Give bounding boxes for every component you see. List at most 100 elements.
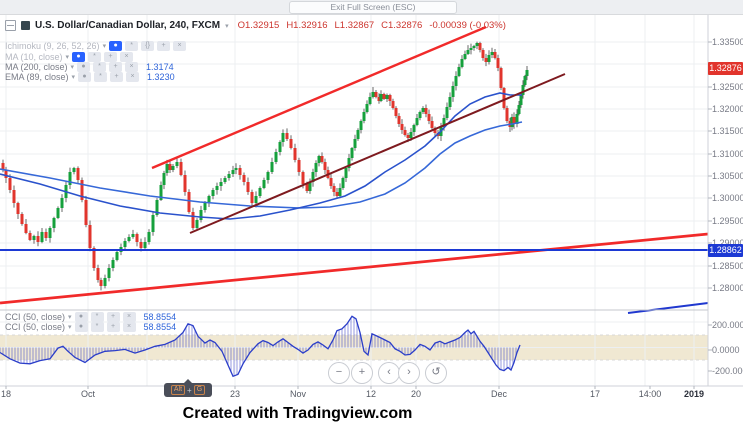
cci-axis-label: -200.0000 bbox=[712, 366, 743, 376]
ma200-line bbox=[0, 121, 523, 209]
scroll-right-button[interactable]: › bbox=[398, 362, 420, 384]
chevron-down-icon[interactable]: ▾ bbox=[70, 63, 75, 71]
add-icon[interactable]: + bbox=[110, 71, 124, 82]
chevron-down-icon[interactable]: ▾ bbox=[225, 22, 229, 30]
indicator-label: Ichimoku (9, 26, 52, 26) bbox=[5, 40, 100, 51]
indicator-row-ma200[interactable]: MA (200, close) ▾ ● * + × 1.3174 bbox=[5, 61, 174, 72]
price-axis-label: 1.32500 bbox=[712, 82, 743, 92]
source-code-icon[interactable]: {} bbox=[141, 40, 155, 51]
top-bar: Exit Full Screen (ESC) bbox=[0, 0, 743, 15]
chevron-down-icon[interactable]: ▾ bbox=[68, 323, 72, 331]
price-axis-label: 1.30500 bbox=[712, 171, 743, 181]
indicator-label: CCI (50, close) bbox=[5, 311, 66, 322]
open-value: O1.32915 bbox=[237, 20, 280, 31]
add-icon[interactable]: + bbox=[106, 321, 120, 332]
price-axis-label: 1.28500 bbox=[712, 261, 743, 271]
indicator-label: EMA (89, close) bbox=[5, 71, 69, 82]
eye-icon[interactable]: ● bbox=[74, 311, 88, 322]
ohlc-values: O1.32915 H1.32916 L1.32867 C1.32876 -0.00039… bbox=[238, 20, 513, 31]
lower_blue_trendline[interactable] bbox=[627, 302, 709, 314]
high-value: H1.32916 bbox=[286, 20, 328, 31]
gear-icon[interactable]: * bbox=[94, 71, 108, 82]
change-value: -0.00039 (-0.03%) bbox=[429, 20, 506, 31]
zoom-out-button[interactable]: − bbox=[328, 362, 350, 384]
indicator-row-ma10[interactable]: MA (10, close) ▾ ● * + × bbox=[5, 51, 134, 62]
gear-icon[interactable]: * bbox=[125, 40, 139, 51]
channel_top[interactable] bbox=[151, 25, 487, 170]
gear-icon[interactable]: * bbox=[88, 51, 102, 62]
zoom-in-button[interactable]: + bbox=[351, 362, 373, 384]
support_trendline[interactable] bbox=[0, 232, 709, 305]
last-price-label: 1.32876 bbox=[708, 62, 743, 75]
close-icon[interactable]: × bbox=[122, 321, 136, 332]
close-icon[interactable]: × bbox=[122, 311, 136, 322]
time-axis-label: 20 bbox=[410, 389, 422, 399]
channel_bottom[interactable] bbox=[189, 73, 566, 234]
add-icon[interactable]: + bbox=[106, 311, 120, 322]
price-axis-label: 1.30000 bbox=[712, 193, 743, 203]
indicator-label: MA (10, close) bbox=[5, 51, 63, 62]
plus-sign: + bbox=[187, 385, 192, 395]
indicator-value: 58.8554 bbox=[143, 321, 177, 332]
close-icon[interactable]: × bbox=[173, 40, 187, 51]
time-axis-label: 23 bbox=[229, 389, 241, 399]
eye-icon[interactable]: ● bbox=[78, 71, 92, 82]
price-axis-label: 1.29000 bbox=[712, 238, 743, 248]
symbol-title[interactable]: U.S. Dollar/Canadian Dollar, 240, FXCM bbox=[35, 20, 221, 31]
ema89-line bbox=[0, 92, 522, 220]
chevron-down-icon[interactable]: ▾ bbox=[65, 53, 70, 61]
eye-icon[interactable]: ● bbox=[72, 51, 86, 62]
gear-icon[interactable]: * bbox=[93, 61, 107, 72]
indicator-label: CCI (50, close) bbox=[5, 321, 66, 332]
indicator-value: 1.3230 bbox=[147, 71, 175, 82]
symbol-legend: U.S. Dollar/Canadian Dollar, 240, FXCM ▾… bbox=[5, 19, 513, 32]
chevron-down-icon[interactable]: ▾ bbox=[102, 42, 107, 50]
alt-key: Alt bbox=[170, 385, 186, 395]
time-axis-label: Nov bbox=[289, 389, 307, 399]
gear-icon[interactable]: * bbox=[90, 321, 104, 332]
eye-icon[interactable]: ● bbox=[109, 40, 123, 51]
chevron-down-icon[interactable]: ▾ bbox=[71, 73, 76, 81]
price-axis-label: 1.28000 bbox=[712, 283, 743, 293]
time-axis-label: 12 bbox=[365, 389, 377, 399]
gridlines bbox=[0, 14, 708, 386]
close-icon[interactable]: × bbox=[125, 61, 139, 72]
cci-axis-label: 200.0000 bbox=[712, 320, 743, 330]
eye-icon[interactable]: ● bbox=[74, 321, 88, 332]
eye-icon[interactable]: ● bbox=[77, 61, 91, 72]
indicator-row-ichimoku[interactable]: Ichimoku (9, 26, 52, 26) ▾ ● * {} + × bbox=[5, 40, 187, 51]
indicator-value: 58.8554 bbox=[143, 311, 177, 322]
time-axis-label: 14:00 bbox=[638, 389, 662, 399]
price-axis-label: 1.33500 bbox=[712, 37, 743, 47]
add-icon[interactable]: + bbox=[157, 40, 171, 51]
indicator-row-ema89[interactable]: EMA (89, close) ▾ ● * + × 1.3230 bbox=[5, 71, 175, 82]
close-value: C1.32876 bbox=[381, 20, 423, 31]
add-icon[interactable]: + bbox=[104, 51, 118, 62]
scroll-left-button[interactable]: ‹ bbox=[378, 362, 400, 384]
time-axis-label: 17 bbox=[589, 389, 601, 399]
exit-fullscreen-button[interactable]: Exit Full Screen (ESC) bbox=[289, 1, 457, 14]
close-icon[interactable]: × bbox=[126, 71, 140, 82]
time-axis-label: Oct bbox=[80, 389, 96, 399]
price-axis-label: 1.32000 bbox=[712, 104, 743, 114]
indicator-value: 1.3174 bbox=[146, 61, 174, 72]
symbol-logo-icon bbox=[21, 21, 30, 30]
indicator-row-cci-1[interactable]: CCI (50, close) ▾ ● * + × 58.8554 bbox=[5, 311, 176, 322]
price-axis-label: 1.29500 bbox=[712, 216, 743, 226]
close-icon[interactable]: × bbox=[120, 51, 134, 62]
time-axis-label: 18 bbox=[0, 389, 12, 399]
chart-layout-icon[interactable] bbox=[5, 20, 16, 31]
add-icon[interactable]: + bbox=[109, 61, 123, 72]
indicator-row-cci-2[interactable]: CCI (50, close) ▾ ● * + × 58.8554 bbox=[5, 321, 176, 332]
cci-axis-label: 0.0000 bbox=[712, 345, 740, 355]
ray-price-label: 1.28862 bbox=[708, 244, 743, 257]
price-axis-label: 1.31000 bbox=[712, 149, 743, 159]
chevron-down-icon[interactable]: ▾ bbox=[68, 313, 72, 321]
gear-icon[interactable]: * bbox=[90, 311, 104, 322]
goto-date-shortcut-badge: Alt + G bbox=[164, 379, 212, 397]
reset-chart-button[interactable]: ↺ bbox=[425, 362, 447, 384]
time-axis-label: 2019 bbox=[683, 389, 705, 399]
time-axis-label: Dec bbox=[490, 389, 508, 399]
